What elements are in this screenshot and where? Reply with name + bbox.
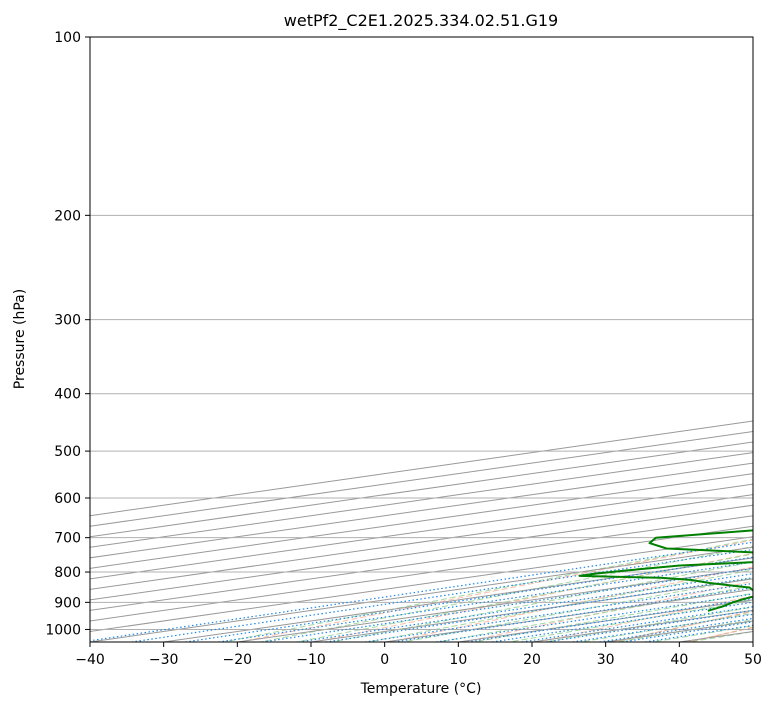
mixing-ratio-line (181, 556, 753, 642)
mixing-ratio-line (127, 548, 753, 642)
plot-frame (89, 36, 754, 643)
mixing-ratio-line (488, 601, 753, 642)
isotherm-line (90, 462, 753, 559)
y-tick-label: 500 (54, 444, 81, 460)
y-tick-label: 600 (54, 491, 81, 507)
x-tick-label: 20 (523, 652, 541, 668)
isotherm-line (90, 452, 753, 548)
y-tick-label: 400 (54, 387, 81, 403)
mixing-ratio-line (595, 617, 753, 642)
isotherm-line (90, 536, 753, 632)
y-axis-title: Pressure (hPa) (12, 289, 28, 389)
x-tick-label: −10 (296, 652, 326, 668)
mixing-ratio-line (214, 561, 753, 642)
y-tick-label: 300 (54, 313, 81, 329)
isotherm-line (90, 494, 753, 590)
y-tick-label: 100 (54, 30, 81, 46)
x-tick-label: 10 (449, 652, 467, 668)
mixing-ratio-line (568, 613, 753, 642)
chart-title: wetPf2_C2E1.2025.334.02.51.G19 (284, 11, 558, 31)
mixing-ratio-line (517, 606, 753, 642)
isotherm-line (90, 504, 753, 601)
isotherm-line (90, 473, 753, 569)
dewpoint-profile (578, 529, 753, 612)
x-tick-label: 0 (380, 652, 389, 668)
y-tick-label: 700 (54, 531, 81, 547)
x-axis-title: Temperature (°C) (360, 681, 482, 697)
isotherm-line (90, 483, 753, 580)
x-tick-label: 40 (670, 652, 688, 668)
y-tick-label: 1000 (45, 622, 81, 638)
y-tick-label: 800 (54, 565, 81, 581)
mixing-ratio-line (90, 541, 753, 642)
x-tick-label: −20 (223, 652, 253, 668)
y-tick-label: 900 (54, 595, 81, 611)
x-tick-label: −40 (75, 652, 105, 668)
isotherm-line (90, 515, 753, 611)
mixing-ratio-line (542, 609, 753, 642)
isotherm-line (90, 525, 753, 622)
x-tick-label: 30 (597, 652, 615, 668)
y-tick-label: 200 (54, 208, 81, 224)
x-tick-label: −30 (149, 652, 179, 668)
x-tick-label: 50 (744, 652, 762, 668)
